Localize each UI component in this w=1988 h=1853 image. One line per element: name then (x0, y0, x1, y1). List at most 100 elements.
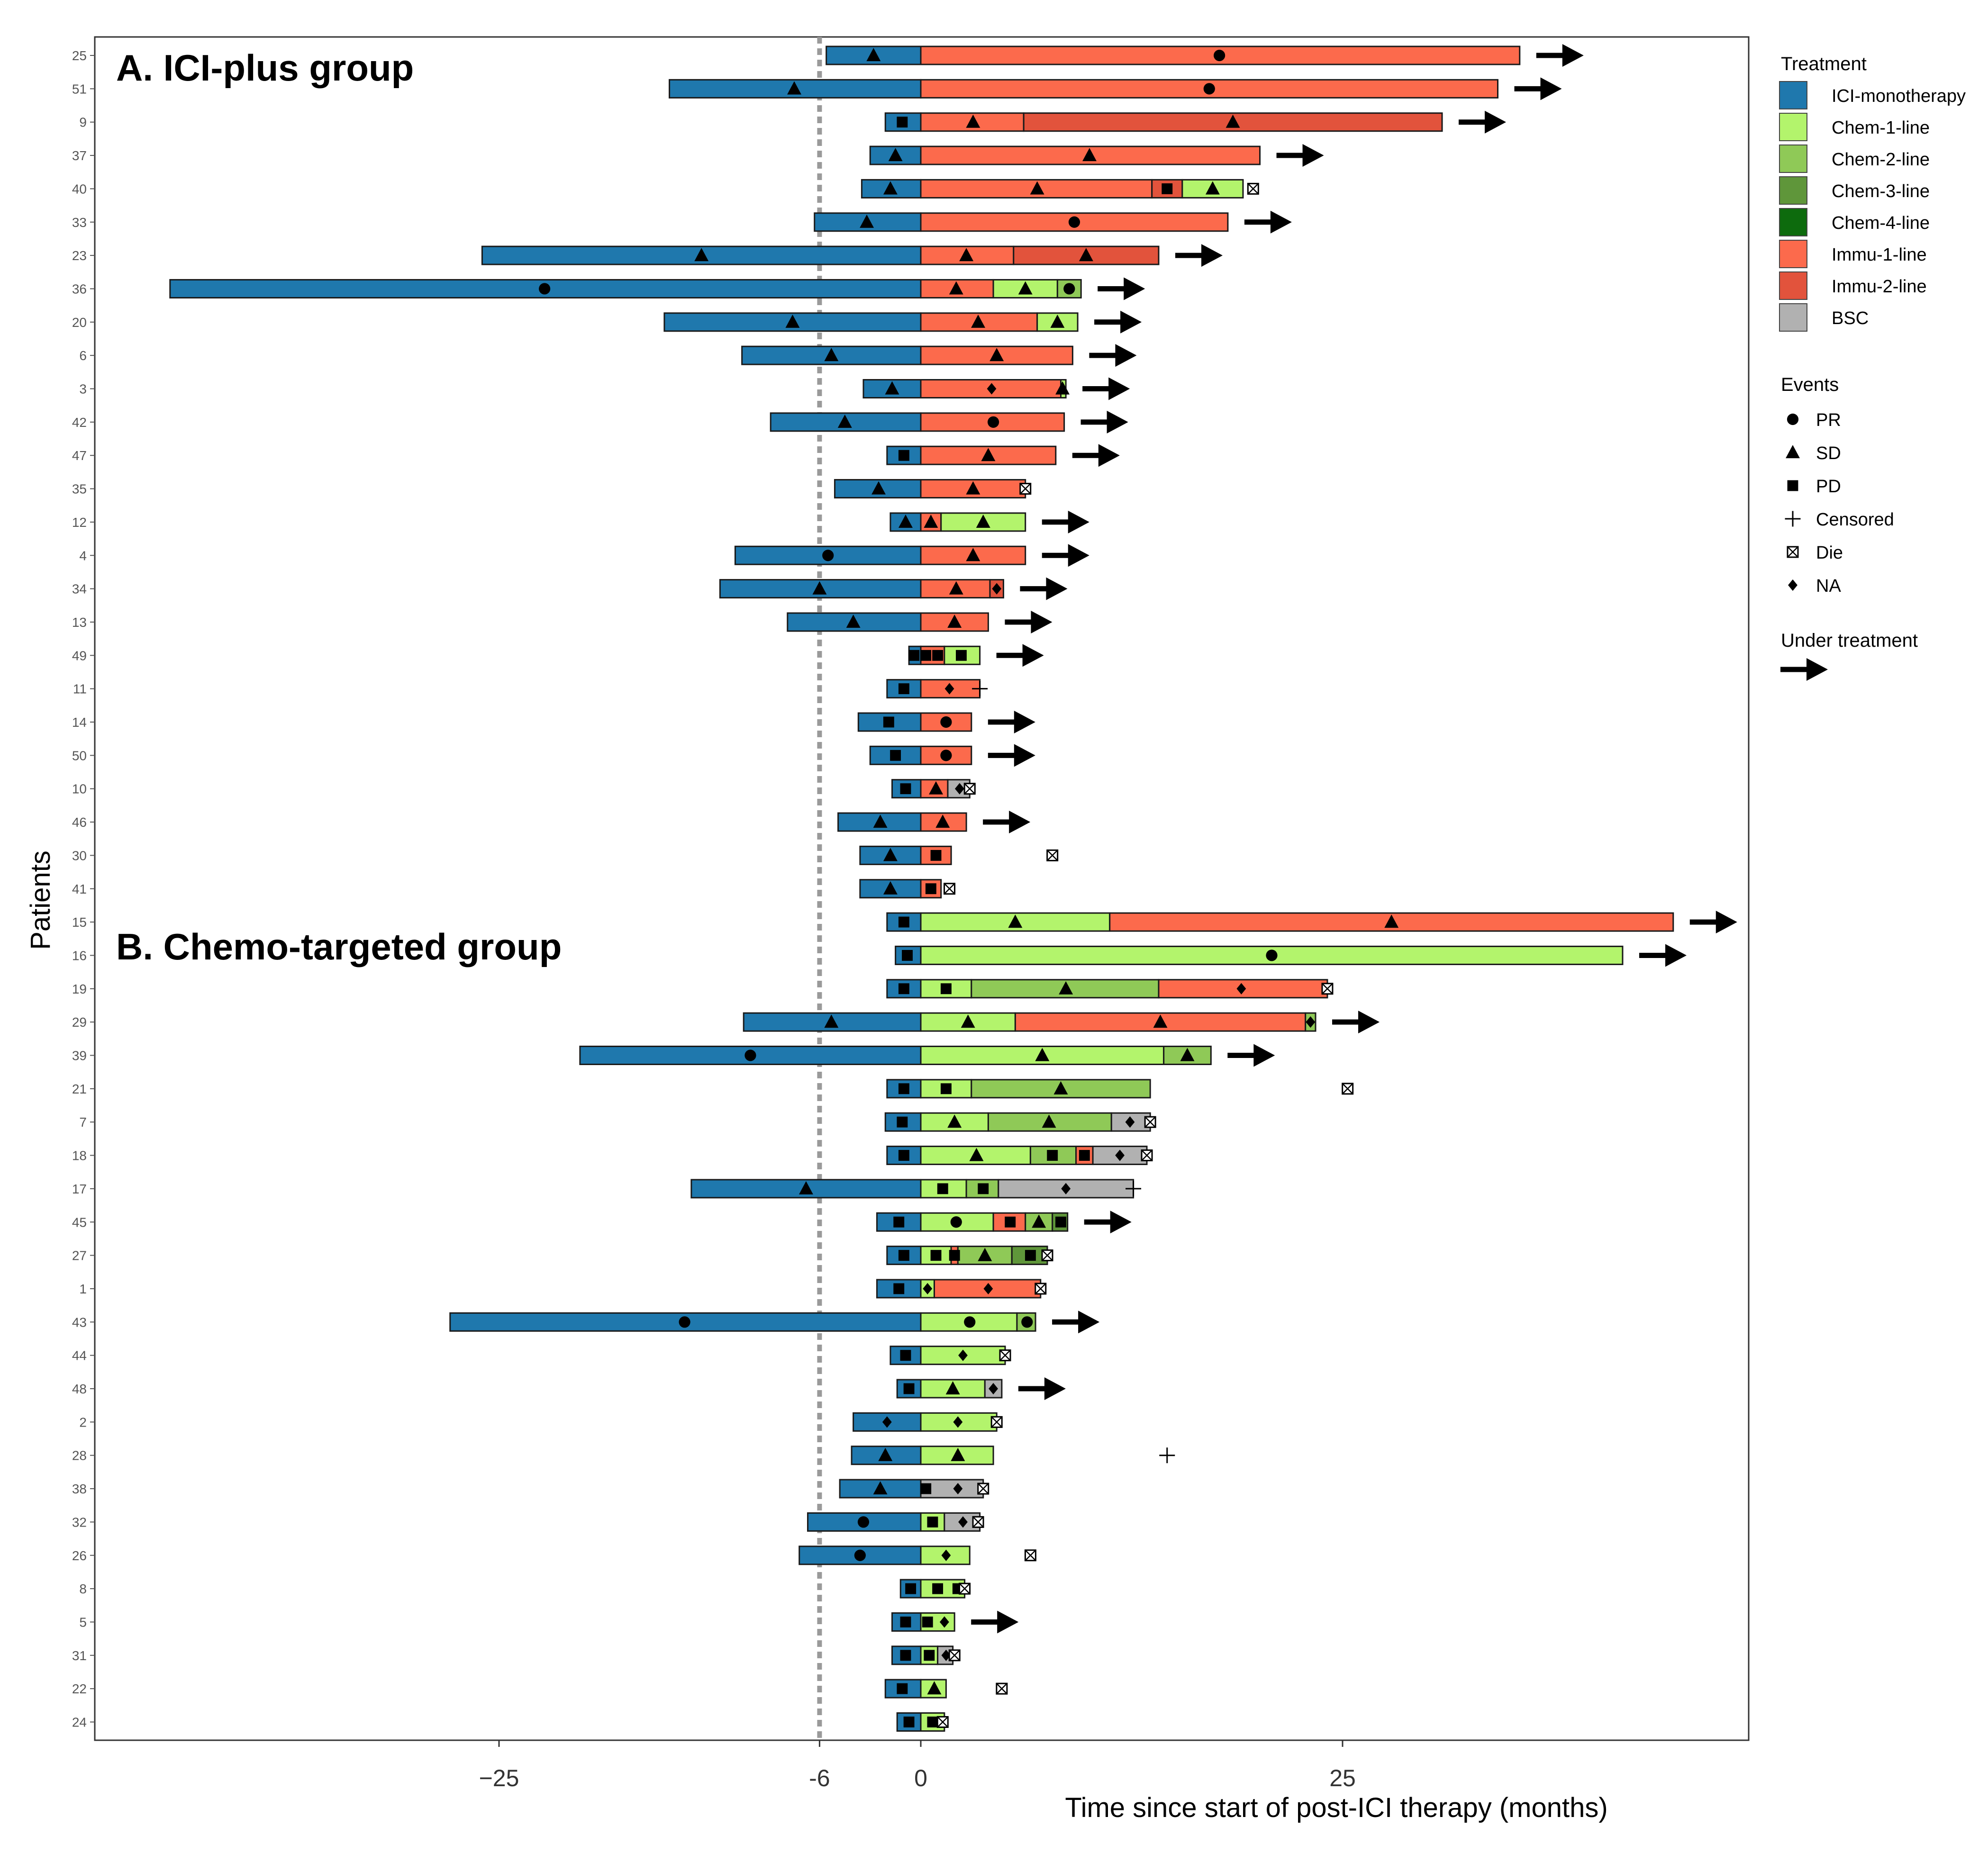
event-marker-pr (857, 1516, 870, 1528)
bar-segment-c2 (1056, 279, 1082, 298)
under-treatment-arrow (1536, 44, 1584, 67)
event-marker-sd (1042, 1114, 1056, 1128)
y-tick-label: 38 (72, 1482, 87, 1496)
arrow-head (1665, 944, 1687, 967)
event-marker-pd (920, 1483, 932, 1494)
under-treatment-arrow (1175, 244, 1223, 267)
legend-marker-na (1788, 579, 1797, 591)
under-treatment-arrow (1244, 210, 1292, 234)
y-tick-label: 43 (72, 1315, 87, 1329)
event-marker-die (999, 1349, 1011, 1362)
event-marker-sd (899, 515, 913, 528)
event-marker-sd (824, 348, 839, 362)
bar-segment-ici (837, 812, 922, 832)
arrow-head (1107, 410, 1128, 434)
y-tick-label: 9 (79, 115, 87, 130)
legend-label-i2: Immu-2-line (1832, 277, 1927, 297)
arrow-head (1068, 544, 1089, 567)
die-x2 (1342, 1083, 1353, 1094)
arrow-head (1358, 1011, 1380, 1034)
arrow-head (1562, 44, 1584, 67)
event-marker-pr (1063, 283, 1075, 295)
arrow-head (1115, 344, 1137, 367)
under-treatment-arrow (1082, 377, 1130, 400)
event-marker-die (1046, 849, 1059, 861)
event-marker-pd (900, 1350, 911, 1361)
event-marker-sd (883, 181, 898, 195)
event-marker-pd (927, 1717, 938, 1727)
event-marker-sd (969, 1148, 984, 1161)
under-treatment-arrow (1094, 310, 1142, 334)
event-marker-sd (924, 515, 938, 528)
event-marker-sd (1035, 1048, 1050, 1061)
arrow-head (1270, 210, 1292, 234)
event-marker-sd (971, 314, 985, 328)
x-tick-label: −25 (479, 1765, 519, 1791)
legend-marker-sd (1786, 445, 1800, 459)
event-markers (539, 48, 1399, 1728)
y-tick-label: 5 (79, 1615, 87, 1629)
event-marker-pd (898, 1150, 909, 1161)
y-tick-label: 8 (79, 1582, 87, 1596)
y-tick-label: 44 (72, 1348, 87, 1363)
event-marker-die (1035, 1283, 1047, 1295)
event-marker-sd (981, 448, 996, 461)
y-tick-label: 15 (72, 915, 87, 930)
legend-arrow (1780, 658, 1828, 681)
y-tick-label: 47 (72, 448, 87, 463)
event-marker-na (1306, 1016, 1316, 1028)
event-marker-pr (1214, 49, 1225, 62)
legend-treatment-title: Treatment (1781, 54, 1867, 74)
event-marker-sd (966, 481, 980, 495)
die-x2 (1141, 1149, 1153, 1161)
die-x2 (937, 1716, 949, 1728)
event-marker-sd (1050, 314, 1065, 328)
legend-marker-pd (1787, 480, 1798, 491)
event-marker-die (977, 1482, 989, 1495)
event-marker-sd (1055, 381, 1070, 395)
y-tick-label: 51 (72, 81, 87, 96)
under-treatment-arrow (1276, 144, 1324, 167)
arrow-head (1124, 277, 1145, 300)
legend-under-treatment-title: Under treatment (1781, 630, 1918, 651)
die-x2 (944, 883, 955, 895)
under-treatment-arrow (988, 744, 1035, 767)
event-marker-pd (903, 1717, 915, 1727)
event-marker-die (936, 1716, 949, 1728)
die-x2 (1247, 183, 1259, 195)
event-marker-sd (846, 615, 861, 628)
event-marker-sd (785, 314, 800, 328)
die-x2 (1025, 1549, 1036, 1561)
y-tick-label: 4 (79, 548, 87, 563)
legend-swatch-bsc (1779, 303, 1807, 332)
event-marker-pd (949, 1250, 960, 1261)
legend-label-bsc: BSC (1832, 308, 1869, 328)
y-tick-label: 7 (79, 1115, 87, 1130)
event-marker-pr (1068, 216, 1080, 228)
die-x2 (991, 1416, 1003, 1428)
event-marker-sd (888, 148, 903, 162)
event-marker-sd (1082, 148, 1097, 162)
die-x2 (964, 783, 976, 795)
event-marker-pr (940, 716, 952, 728)
event-marker-sd (873, 1481, 888, 1495)
under-treatment-arrow (1042, 510, 1089, 533)
legend-treatment-items: ICI-monotherapy Chem-1-line Chem-2-line Che… (1779, 81, 1966, 332)
event-marker-pd (897, 1683, 908, 1694)
y-tick-label: 41 (72, 882, 87, 896)
legend-events-title: Events (1781, 374, 1839, 395)
event-marker-sd (935, 814, 950, 828)
y-tick-label: 10 (72, 782, 87, 796)
die-x2 (972, 1516, 984, 1528)
legend-event-label-cen: Censored (1816, 510, 1894, 530)
under-treatment-arrows (971, 44, 1737, 1634)
y-tick-label: 37 (72, 148, 87, 163)
event-marker-pd (897, 1116, 908, 1128)
x-tick-label: -6 (809, 1765, 830, 1791)
panel-label-chemo-targeted: B. Chemo-targeted group (116, 926, 562, 967)
under-treatment-arrow (1227, 1044, 1275, 1067)
event-marker-na (1115, 1149, 1125, 1161)
event-marker-sd (966, 548, 980, 561)
event-marker-sd (824, 1014, 839, 1028)
y-tick-label: 13 (72, 615, 87, 630)
